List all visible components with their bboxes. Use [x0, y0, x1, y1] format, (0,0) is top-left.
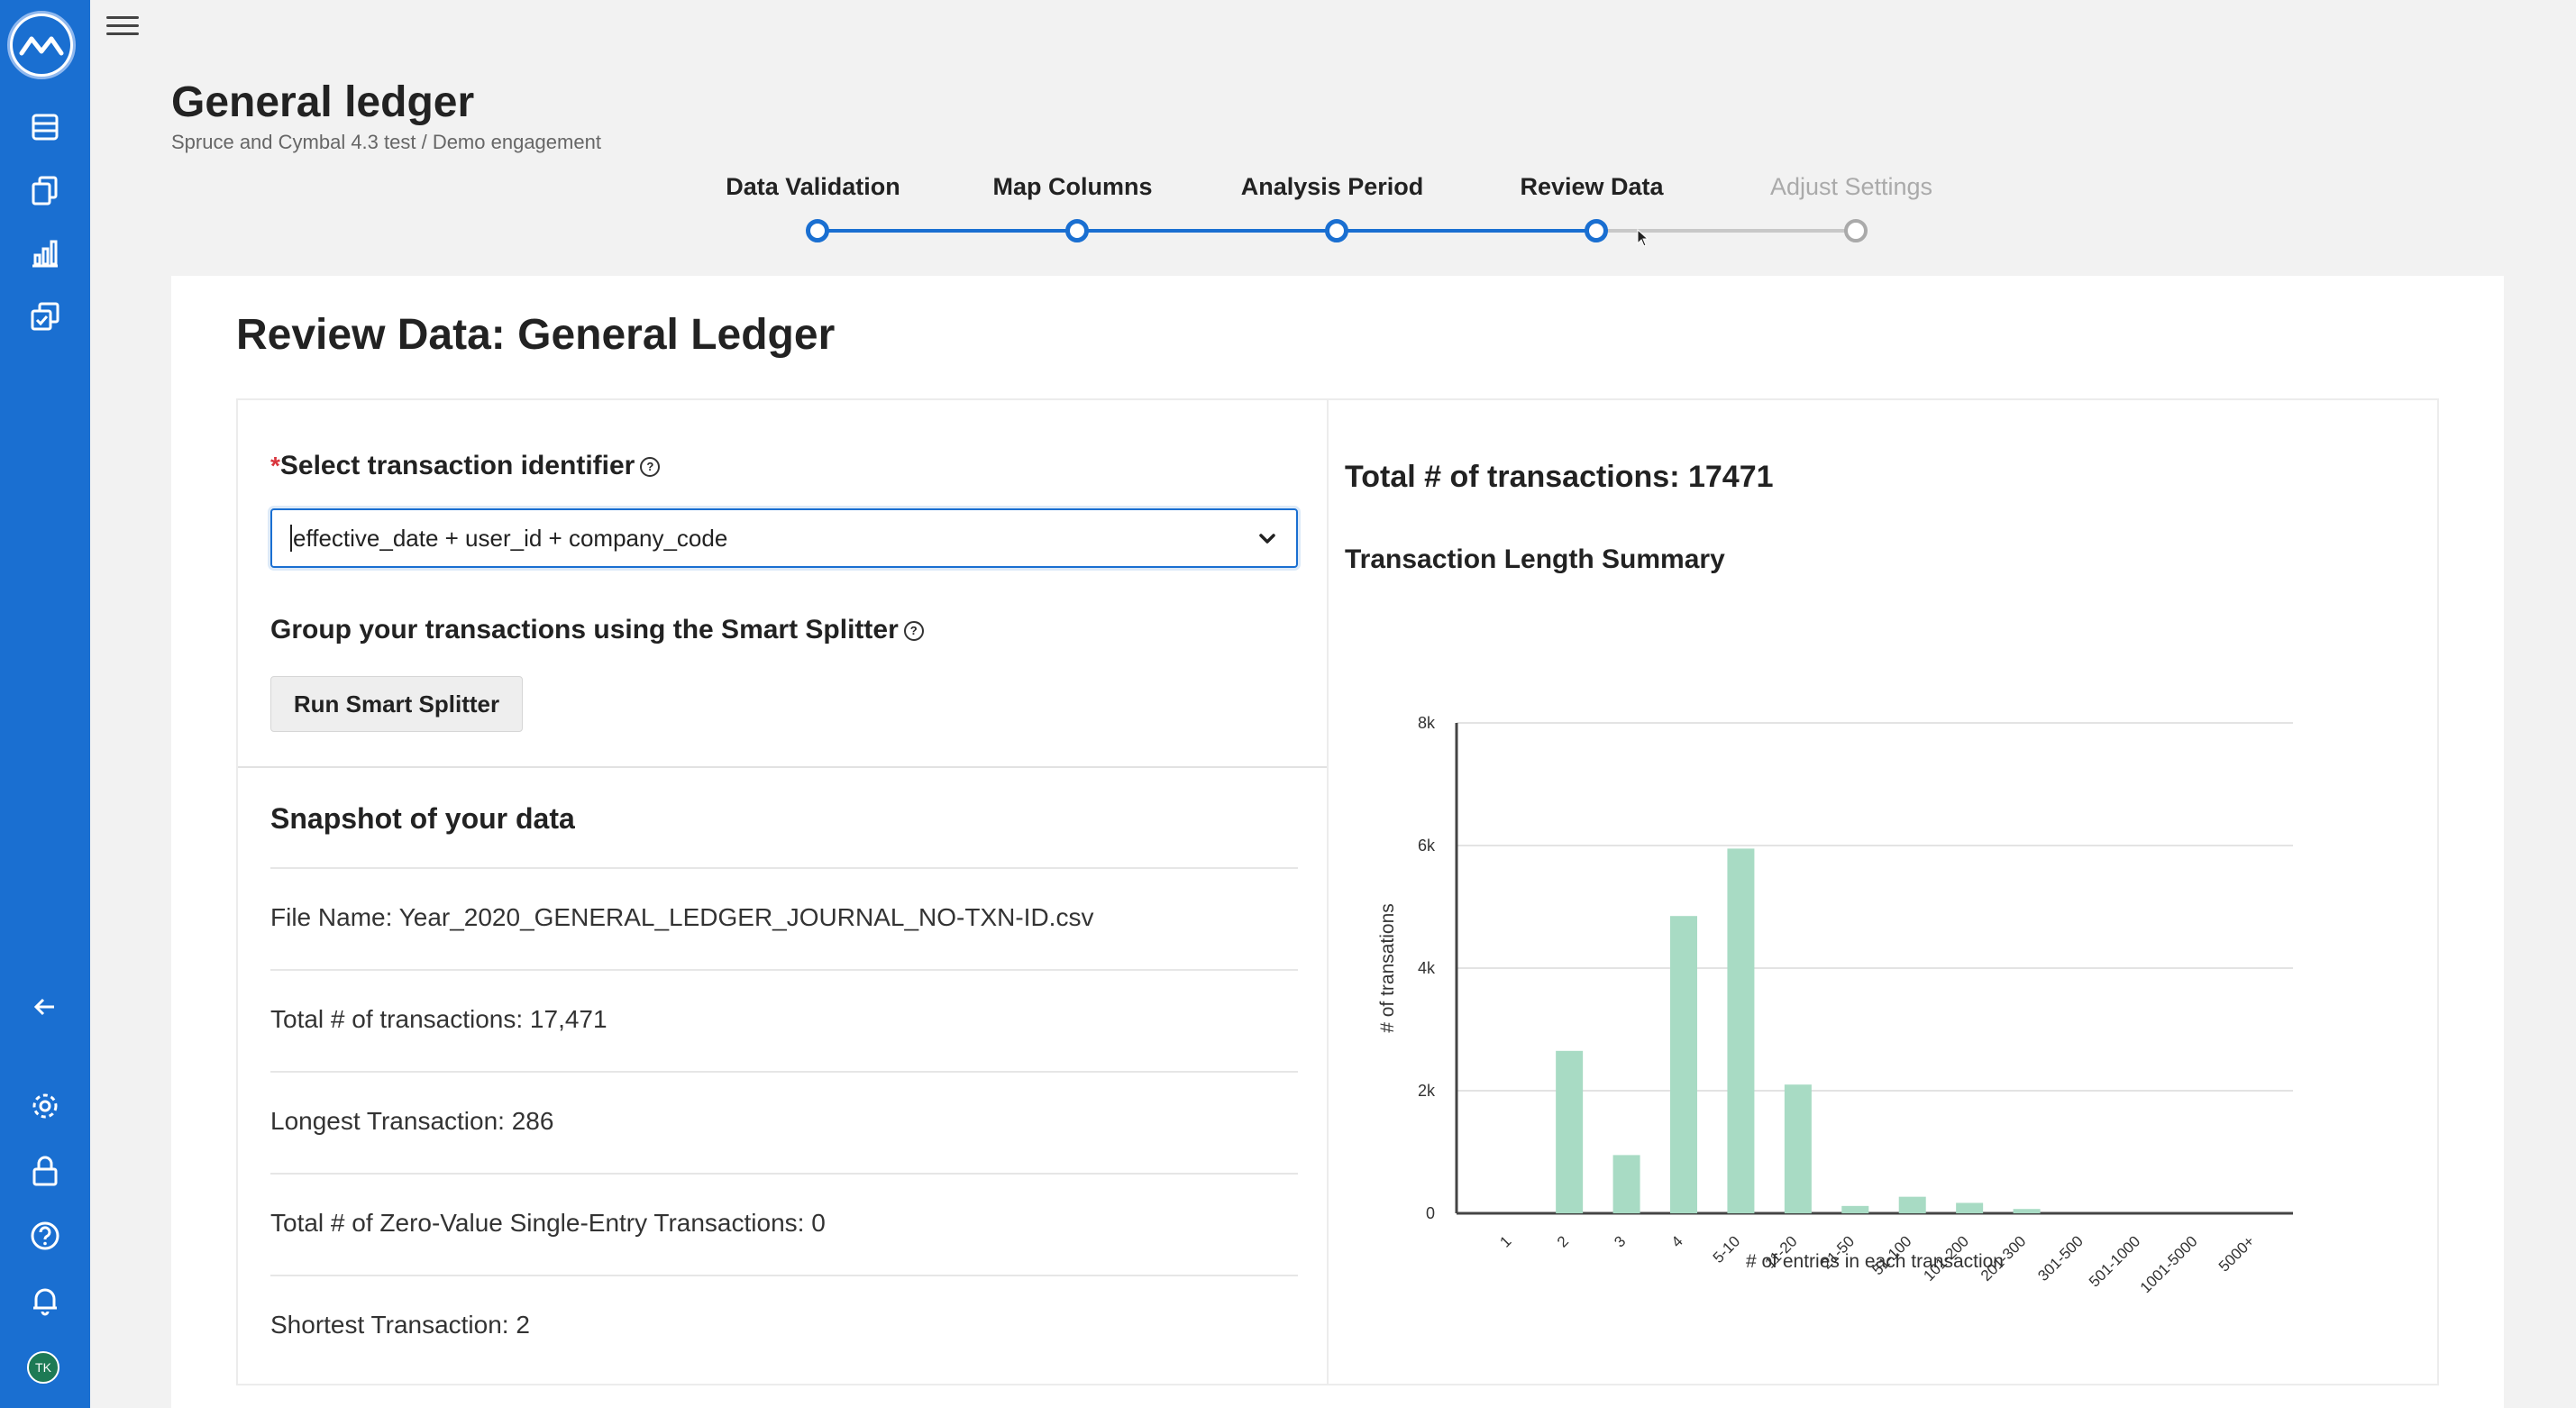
- app-logo-mark: [13, 16, 70, 74]
- bar: [1898, 1196, 1926, 1213]
- user-avatar[interactable]: TK: [27, 1351, 59, 1384]
- identifier-label: *Select transaction identifier?: [270, 451, 661, 481]
- smart-splitter-label: Group your transactions using the Smart …: [270, 615, 924, 645]
- app-logo[interactable]: [7, 11, 76, 79]
- snapshot-file-name: File Name: Year_2020_GENERAL_LEDGER_JOUR…: [270, 867, 1298, 969]
- x-tick-label: 4: [1668, 1232, 1686, 1250]
- bar: [1556, 1050, 1584, 1213]
- x-tick-label: 5000+: [2215, 1232, 2258, 1275]
- analytics-icon[interactable]: [23, 231, 68, 276]
- x-tick-label: 301-500: [2034, 1232, 2087, 1285]
- sidebar: TK: [0, 0, 90, 1408]
- documents-icon[interactable]: [23, 168, 68, 213]
- settings-gear-icon[interactable]: [23, 1083, 68, 1129]
- smart-splitter-help-icon[interactable]: ?: [903, 621, 924, 642]
- bar: [1784, 1084, 1812, 1213]
- step-dot-review-data[interactable]: [1585, 219, 1608, 242]
- x-tick-label: 1001-5000: [2137, 1232, 2201, 1293]
- stepper-remaining-line: [1597, 229, 1851, 233]
- identifier-label-text: Select transaction identifier: [279, 451, 635, 480]
- step-dot-analysis-period[interactable]: [1325, 219, 1348, 242]
- right-panel: Total # of transactions: 17471 Transacti…: [1329, 400, 2437, 1384]
- transaction-identifier-select[interactable]: effective_date + user_id + company_code: [270, 508, 1298, 568]
- step-dot-map-columns[interactable]: [1065, 219, 1089, 242]
- snapshot-zero-value-transactions: Total # of Zero-Value Single-Entry Trans…: [270, 1173, 1298, 1275]
- review-panel: *Select transaction identifier? effectiv…: [236, 398, 2439, 1385]
- database-icon[interactable]: [23, 105, 68, 150]
- bar: [1670, 916, 1697, 1213]
- required-mark: *: [270, 452, 280, 480]
- notifications-bell-icon[interactable]: [23, 1278, 68, 1323]
- collapse-arrow-icon[interactable]: [23, 984, 68, 1029]
- y-tick-label: 6k: [1418, 837, 1436, 855]
- y-tick-label: 2k: [1418, 1082, 1436, 1100]
- review-title: Review Data: General Ledger: [236, 311, 836, 359]
- y-tick-label: 4k: [1418, 959, 1436, 977]
- breadcrumb: Spruce and Cymbal 4.3 test / Demo engage…: [171, 131, 601, 153]
- step-dot-adjust-settings: [1844, 219, 1868, 242]
- step-label-analysis-period[interactable]: Analysis Period: [1240, 173, 1424, 200]
- bar: [1956, 1202, 1984, 1213]
- text-caret: [290, 525, 292, 552]
- step-dot-data-validation[interactable]: [806, 219, 829, 242]
- bar: [1612, 1155, 1640, 1213]
- page-title: General ledger: [171, 78, 475, 126]
- step-label-review-data[interactable]: Review Data: [1520, 173, 1664, 200]
- y-tick-label: 0: [1426, 1204, 1435, 1222]
- snapshot-longest-transaction: Longest Transaction: 286: [270, 1071, 1298, 1173]
- left-panel: *Select transaction identifier? effectiv…: [238, 400, 1329, 1384]
- snapshot-shortest-transaction: Shortest Transaction: 2: [270, 1275, 1298, 1376]
- step-label-data-validation[interactable]: Data Validation: [726, 173, 900, 200]
- x-tick-label: 5-10: [1710, 1232, 1743, 1266]
- avatar-initials: TK: [35, 1360, 51, 1375]
- identifier-section: *Select transaction identifier? effectiv…: [238, 400, 1327, 768]
- run-smart-splitter-button[interactable]: Run Smart Splitter: [270, 676, 523, 732]
- x-tick-label: 2: [1554, 1232, 1572, 1250]
- bar: [2013, 1209, 2041, 1213]
- identifier-value: effective_date + user_id + company_code: [293, 524, 728, 552]
- x-axis-title: # of entries in each transaction: [1746, 1251, 2004, 1272]
- lock-icon[interactable]: [23, 1148, 68, 1193]
- bar: [1841, 1205, 1869, 1213]
- help-icon[interactable]: [23, 1213, 68, 1258]
- step-label-map-columns[interactable]: Map Columns: [992, 173, 1153, 200]
- y-axis-title: # of transations: [1377, 903, 1398, 1033]
- bar: [1727, 848, 1755, 1213]
- x-tick-label: 501-1000: [2086, 1232, 2143, 1290]
- snapshot-title: Snapshot of your data: [270, 802, 575, 835]
- identifier-help-icon[interactable]: ?: [640, 457, 661, 478]
- x-tick-label: 3: [1611, 1232, 1629, 1250]
- x-tick-label: 1: [1496, 1232, 1514, 1250]
- review-card: Review Data: General Ledger *Select tran…: [171, 276, 2504, 1408]
- reports-icon[interactable]: [23, 294, 68, 339]
- chevron-down-icon[interactable]: [1256, 528, 1278, 550]
- total-transactions-heading: Total # of transactions: 17471: [1345, 460, 1774, 494]
- y-tick-label: 8k: [1418, 714, 1436, 732]
- chart-heading: Transaction Length Summary: [1345, 544, 1725, 574]
- mouse-cursor-icon: [1637, 229, 1649, 247]
- step-label-adjust-settings: Adjust Settings: [1769, 173, 1933, 200]
- smart-splitter-label-text: Group your transactions using the Smart …: [270, 615, 899, 645]
- snapshot-total-transactions: Total # of transactions: 17,471: [270, 969, 1298, 1071]
- stepper-progress-line: [817, 229, 1592, 233]
- hamburger-menu-icon[interactable]: [105, 11, 141, 40]
